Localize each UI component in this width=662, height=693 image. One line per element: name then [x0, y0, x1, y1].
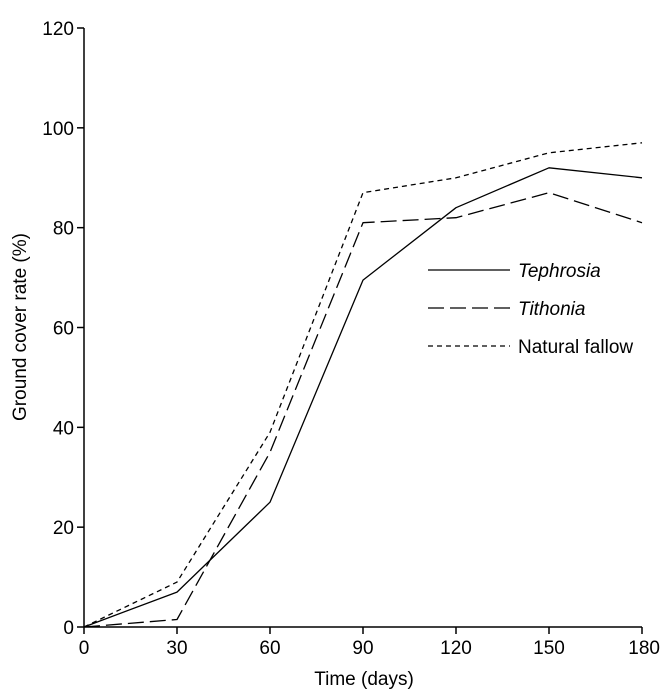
- legend-label: Natural fallow: [518, 337, 633, 358]
- x-tick-label: 120: [440, 638, 472, 659]
- x-axis-title: Time (days): [314, 669, 414, 690]
- legend-label: Tephrosia: [518, 261, 601, 282]
- x-tick-label: 60: [259, 638, 280, 659]
- series-lines: [83, 142, 643, 628]
- y-tick-label: 0: [63, 618, 74, 639]
- legend-label: Tithonia: [518, 299, 585, 320]
- x-tick-label: 90: [352, 638, 373, 659]
- y-tick-label: 120: [42, 19, 74, 40]
- series-line-tithonia: [83, 192, 643, 628]
- y-tick-label: 40: [53, 418, 74, 439]
- plot-area: 0 20 40 60 80 100 120 0 30 60 90 120 150 180: [42, 19, 660, 659]
- x-ticks: 0 30 60 90 120 150 180: [79, 627, 660, 659]
- y-tick-label: 80: [53, 219, 74, 240]
- legend: Tephrosia Tithonia Natural fallow: [428, 261, 633, 358]
- series-line-tephrosia: [83, 167, 643, 628]
- x-tick-label: 180: [628, 638, 660, 659]
- y-tick-label: 20: [53, 518, 74, 539]
- y-ticks: 0 20 40 60 80 100 120: [42, 19, 84, 639]
- x-tick-label: 150: [533, 638, 565, 659]
- y-tick-label: 100: [42, 119, 74, 140]
- x-tick-label: 30: [166, 638, 187, 659]
- x-tick-label: 0: [79, 638, 90, 659]
- y-axis-title: Ground cover rate (%): [10, 233, 31, 421]
- series-line-natural-fallow: [83, 142, 643, 628]
- y-tick-label: 60: [53, 319, 74, 340]
